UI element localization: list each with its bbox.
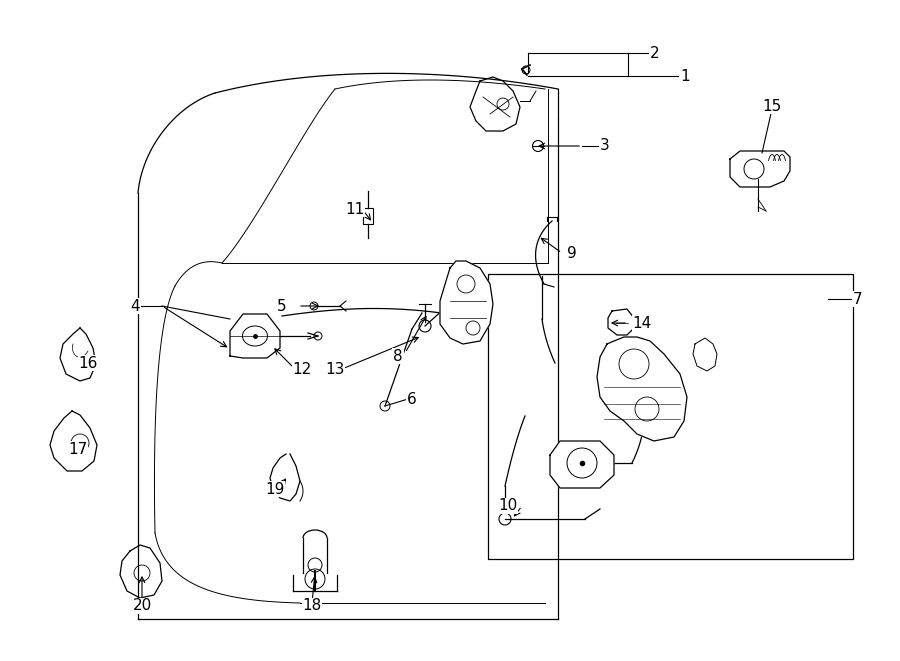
Text: 20: 20 bbox=[132, 598, 151, 613]
Text: 16: 16 bbox=[78, 356, 98, 371]
Text: 4: 4 bbox=[130, 299, 140, 313]
Text: 6: 6 bbox=[407, 391, 417, 407]
Polygon shape bbox=[550, 441, 614, 488]
Text: 5: 5 bbox=[277, 299, 287, 313]
Text: 14: 14 bbox=[633, 315, 652, 330]
Text: 8: 8 bbox=[393, 348, 403, 364]
Text: 11: 11 bbox=[346, 202, 365, 217]
Text: 2: 2 bbox=[650, 46, 660, 61]
Bar bbox=[363, 208, 373, 224]
Text: 9: 9 bbox=[567, 245, 577, 260]
Bar bbox=[488, 274, 853, 559]
Text: 17: 17 bbox=[68, 442, 87, 457]
Text: 18: 18 bbox=[302, 598, 321, 613]
Text: 7: 7 bbox=[853, 292, 863, 307]
Polygon shape bbox=[597, 337, 687, 441]
Text: 10: 10 bbox=[499, 498, 517, 514]
Text: 13: 13 bbox=[325, 362, 345, 377]
Text: 12: 12 bbox=[292, 362, 311, 377]
Text: 15: 15 bbox=[762, 98, 781, 114]
Text: 19: 19 bbox=[266, 481, 284, 496]
Text: 3: 3 bbox=[600, 139, 610, 153]
Text: 1: 1 bbox=[680, 69, 689, 83]
Polygon shape bbox=[440, 261, 493, 344]
